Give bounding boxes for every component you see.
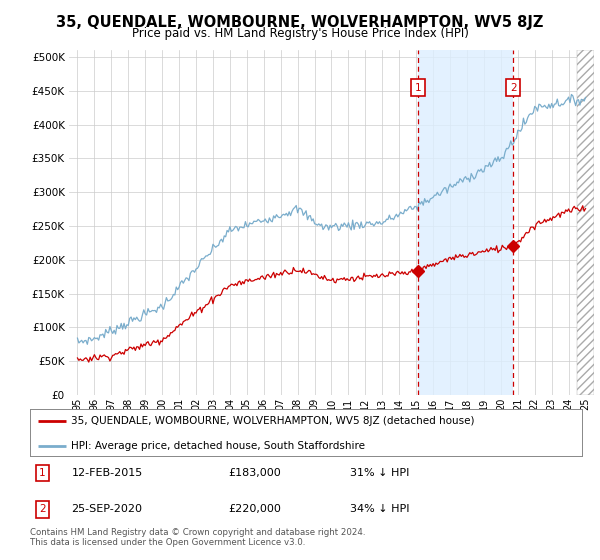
- Text: 2: 2: [510, 82, 517, 92]
- Text: 2: 2: [39, 505, 46, 515]
- Bar: [418, 50, 513, 395]
- Text: £183,000: £183,000: [229, 468, 281, 478]
- Text: 34% ↓ HPI: 34% ↓ HPI: [350, 505, 410, 515]
- Text: 1: 1: [415, 82, 421, 92]
- Text: Contains HM Land Registry data © Crown copyright and database right 2024.
This d: Contains HM Land Registry data © Crown c…: [30, 528, 365, 547]
- Text: 12-FEB-2015: 12-FEB-2015: [71, 468, 143, 478]
- Text: 25-SEP-2020: 25-SEP-2020: [71, 505, 142, 515]
- Text: 31% ↓ HPI: 31% ↓ HPI: [350, 468, 410, 478]
- Text: £220,000: £220,000: [229, 505, 281, 515]
- Text: 1: 1: [39, 468, 46, 478]
- Bar: [577, 50, 594, 395]
- Text: HPI: Average price, detached house, South Staffordshire: HPI: Average price, detached house, Sout…: [71, 441, 365, 451]
- Text: 35, QUENDALE, WOMBOURNE, WOLVERHAMPTON, WV5 8JZ: 35, QUENDALE, WOMBOURNE, WOLVERHAMPTON, …: [56, 15, 544, 30]
- Text: 35, QUENDALE, WOMBOURNE, WOLVERHAMPTON, WV5 8JZ (detached house): 35, QUENDALE, WOMBOURNE, WOLVERHAMPTON, …: [71, 416, 475, 426]
- Text: Price paid vs. HM Land Registry's House Price Index (HPI): Price paid vs. HM Land Registry's House …: [131, 27, 469, 40]
